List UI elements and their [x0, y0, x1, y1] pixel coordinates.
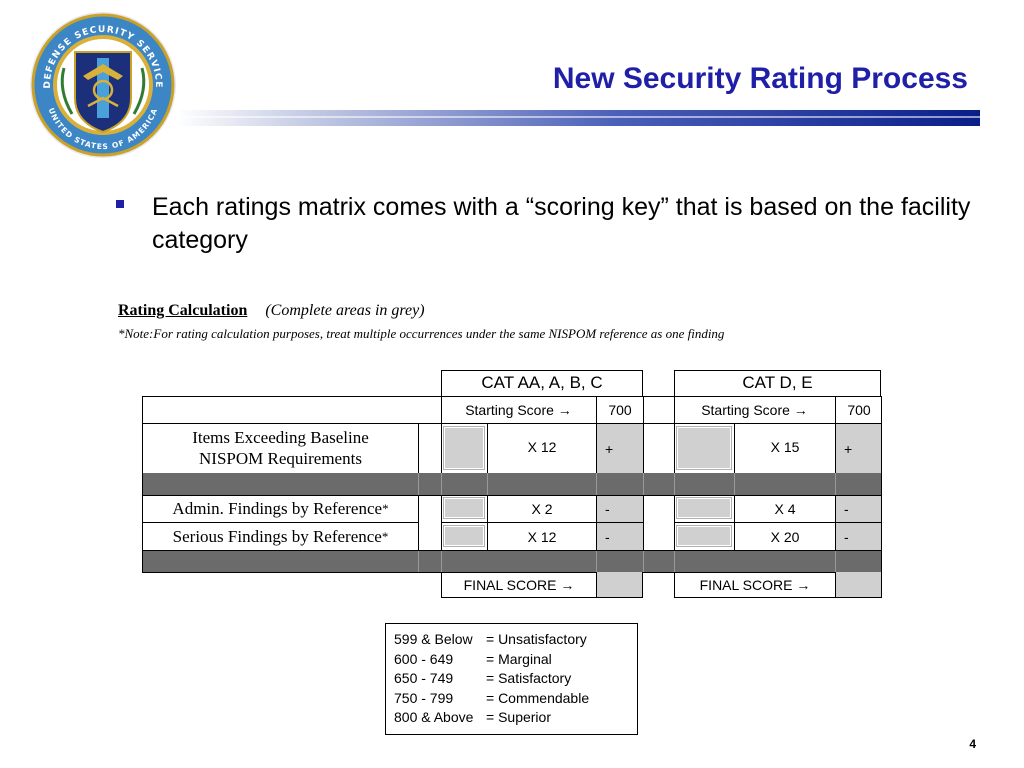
cat1-admin-findings-multiplier: X 2 — [531, 501, 553, 517]
cat1-items-exceeding-input[interactable] — [443, 426, 485, 470]
cat2-items-exceeding-input[interactable] — [676, 426, 732, 470]
calculation-heading: Rating Calculation (Complete areas in gr… — [118, 302, 425, 320]
cat2-starting-score: 700 — [847, 401, 871, 418]
cat2-final-score-label: FINAL SCORE → — [699, 576, 811, 593]
key-range: 650 - 749 — [394, 670, 454, 687]
key-row: 650 - 749 = Satisfactory — [394, 669, 629, 689]
cat1-serious-findings-input[interactable] — [443, 525, 485, 547]
cat2-final-score-cell — [674, 572, 882, 598]
bullet-item: Each ratings matrix comes with a “scorin… — [116, 191, 976, 257]
admin-findings-asterisk: * — [382, 501, 389, 516]
dss-seal-logo: DEFENSE SECURITY SERVICE UNITED STATES O… — [30, 12, 176, 158]
cat1-serious-findings-multiplier: X 12 — [527, 528, 557, 545]
serious-findings-text: Serious Findings by Reference — [172, 526, 382, 546]
bullet-square-icon — [116, 200, 124, 208]
key-row: 599 & Below = Unsatisfactory — [394, 630, 629, 650]
cat2-starting-score-label: Starting Score → — [701, 401, 808, 418]
key-row: 750 - 799 = Commendable — [394, 689, 629, 709]
cat2-serious-findings-input[interactable] — [676, 525, 732, 547]
key-row: 600 - 649 = Marginal — [394, 650, 629, 670]
cat2-final-score-input[interactable] — [836, 572, 881, 597]
calculation-subtitle: (Complete areas in grey) — [265, 302, 425, 319]
key-range: 600 - 649 — [394, 650, 454, 667]
key-range: 800 & Above — [394, 709, 474, 726]
key-rating: = Marginal — [486, 650, 552, 667]
cat1-admin-findings-op[interactable]: - — [597, 496, 643, 522]
key-rating: = Satisfactory — [486, 670, 572, 687]
cat2-header: CAT D, E — [742, 373, 813, 392]
cat1-starting-score-label: Starting Score → — [465, 401, 572, 418]
scoring-key: 599 & Below = Unsatisfactory 600 - 649 = M… — [385, 623, 638, 735]
page-number: 4 — [969, 737, 976, 751]
calculation-note: *Note:For rating calculation purposes, t… — [118, 326, 725, 341]
key-rating: = Unsatisfactory — [486, 631, 587, 647]
matrix-frame — [142, 396, 882, 573]
cat2-header-cell — [674, 370, 881, 396]
cat1-header: CAT AA, A, B, C — [481, 373, 603, 392]
row-admin-findings-label: Admin. Findings by Reference * — [143, 496, 418, 522]
cat2-serious-findings-op[interactable]: - — [836, 523, 881, 550]
cat1-serious-findings-op[interactable]: - — [597, 523, 643, 550]
row-items-exceeding-label: Items Exceeding Baseline NISPOM Requirem… — [192, 428, 369, 468]
cat2-admin-findings-multiplier: X 4 — [774, 501, 796, 517]
row-serious-findings-label: Serious Findings by Reference * — [143, 523, 418, 550]
cat1-final-score-input[interactable] — [597, 572, 642, 597]
cat2-serious-findings-multiplier: X 20 — [770, 528, 800, 545]
separator-band — [143, 473, 881, 495]
cat1-starting-score: 700 — [608, 401, 632, 418]
separator-band — [143, 551, 881, 572]
cat2-admin-findings-input[interactable] — [676, 497, 732, 519]
cat2-items-exceeding-multiplier: X 15 — [770, 439, 800, 455]
key-rating: = Superior — [486, 709, 551, 726]
cat1-final-score-cell — [441, 572, 643, 598]
title-divider — [176, 110, 980, 126]
cat1-items-exceeding-multiplier: X 12 — [527, 439, 557, 455]
cat1-admin-findings-input[interactable] — [443, 497, 485, 519]
admin-findings-text: Admin. Findings by Reference — [172, 499, 383, 518]
slide-title: New Security Rating Process — [552, 62, 968, 95]
cat1-header-cell — [441, 370, 643, 396]
cat2-admin-findings-op[interactable]: - — [836, 496, 881, 522]
cat1-final-score-label: FINAL SCORE → — [463, 576, 575, 593]
key-range: 599 & Below — [394, 631, 473, 647]
key-rating: = Commendable — [486, 689, 590, 706]
bullet-text: Each ratings matrix comes with a “scorin… — [152, 193, 971, 254]
key-row: 800 & Above = Superior — [394, 708, 629, 728]
key-range: 750 - 799 — [394, 689, 454, 706]
calculation-title: Rating Calculation — [118, 302, 248, 319]
serious-findings-asterisk: * — [381, 528, 389, 544]
cat2-items-exceeding-op[interactable]: + — [836, 424, 881, 473]
cat1-items-exceeding-op[interactable]: + — [597, 424, 643, 473]
